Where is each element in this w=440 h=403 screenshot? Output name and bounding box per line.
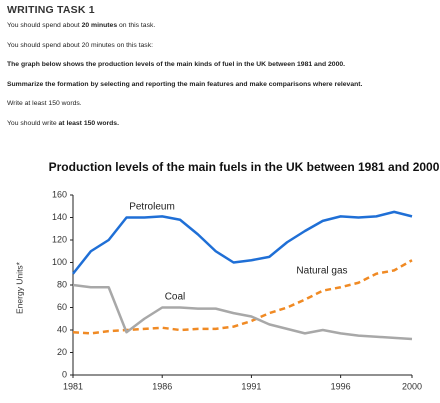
instruction-text: on this task. — [117, 22, 156, 29]
instruction-text: at least 150 words. — [58, 119, 119, 127]
instruction-line: You should write at least 150 words. — [7, 120, 437, 140]
instruction-line: The graph below shows the production lev… — [7, 61, 437, 81]
y-tick-label: 120 — [52, 234, 67, 244]
task: WRITING TASK 1 You should spend about 20… — [7, 4, 437, 139]
task-title: WRITING TASK 1 — [7, 4, 95, 16]
x-tick-label: 2000 — [402, 381, 422, 391]
y-tick-label: 20 — [57, 347, 67, 357]
y-tick-label: 0 — [62, 369, 67, 379]
instruction-text: The graph below shows the production lev… — [7, 61, 346, 68]
instruction-line: You should spend about 20 minutes on thi… — [7, 22, 437, 42]
series-label: Coal — [165, 292, 186, 303]
instruction-text: Write at least 150 words. — [7, 100, 82, 107]
x-tick-label: 1991 — [241, 381, 261, 391]
instructions: You should spend about 20 minutes on thi… — [7, 22, 437, 139]
instruction-line: You should spend about 20 minutes on thi… — [7, 42, 437, 62]
instruction-text: You should spend about 20 minutes on thi… — [7, 41, 153, 49]
y-axis-label: Energy Units* — [14, 261, 24, 314]
y-tick-label: 100 — [52, 257, 67, 267]
series-line — [72, 283, 413, 341]
series-label: Petroleum — [129, 202, 175, 213]
series-line — [72, 259, 413, 335]
x-tick-label: 1986 — [152, 381, 172, 391]
series-line — [72, 210, 413, 275]
chart-title: Production levels of the main fuels in t… — [49, 160, 440, 174]
instruction-text: You should spend about — [7, 22, 82, 29]
instruction-line: Write at least 150 words. — [7, 100, 437, 120]
y-tick-label: 80 — [57, 279, 67, 289]
y-tick-label: 40 — [57, 324, 67, 334]
y-tick-label: 60 — [57, 302, 67, 312]
series-label: Natural gas — [296, 266, 347, 277]
instruction-text: Summarize the formation by selecting and… — [7, 80, 363, 88]
instruction-text: You should write — [7, 119, 59, 127]
x-tick-label: 1981 — [63, 381, 83, 391]
y-tick-label: 140 — [52, 212, 67, 222]
y-tick-label: 160 — [52, 189, 67, 199]
x-tick-label: 1996 — [331, 381, 351, 391]
instruction-line: Summarize the formation by selecting and… — [7, 81, 437, 101]
instruction-text: 20 minutes — [81, 22, 118, 29]
